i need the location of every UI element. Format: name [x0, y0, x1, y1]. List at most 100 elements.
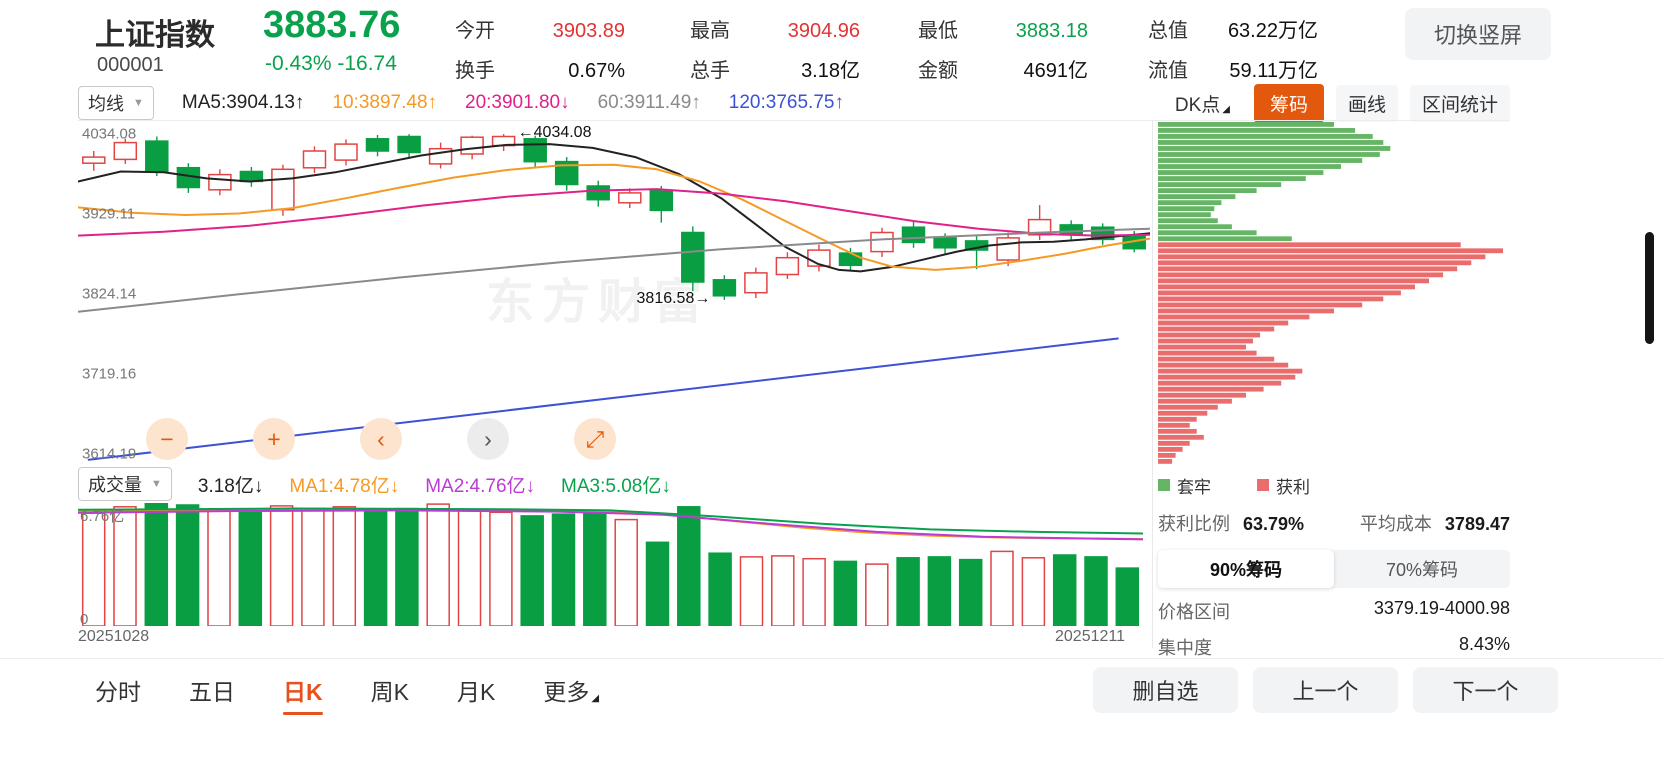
- stat-open: 今开 3903.89: [455, 14, 625, 43]
- stat-label: 流值: [1148, 60, 1188, 82]
- index-title: 上证指数: [95, 19, 215, 52]
- chart-tools: DK点 ◢ 筹码 画线 区间统计: [1163, 83, 1510, 123]
- ma-toolbar: 均线 ▼ MA5:3904.13↑ 10:3897.48↑ 20:3901.80…: [78, 86, 844, 120]
- price-annotation: ←4034.08: [517, 124, 592, 142]
- price-change: -0.43% -16.74: [265, 52, 397, 75]
- stat-label: 总手: [690, 60, 730, 82]
- ma60-value: 60:3911.49↑: [597, 92, 701, 113]
- volume-chart[interactable]: 6.76亿 0: [78, 503, 1143, 628]
- price-range-label: 价格区间: [1158, 602, 1230, 622]
- panel-divider: [1152, 121, 1153, 648]
- volume-selector-dropdown[interactable]: 成交量 ▼: [78, 467, 172, 501]
- index-code: 000001: [97, 54, 164, 76]
- previous-stock-button[interactable]: 上一个: [1253, 667, 1398, 713]
- zoom-out-button[interactable]: −: [146, 418, 188, 460]
- current-price: 3883.76: [263, 4, 401, 46]
- volume-ma2: MA2:4.76亿↓: [425, 475, 536, 497]
- tab-90-percent-chips[interactable]: 90%筹码: [1158, 550, 1334, 588]
- stat-value: 3883.18: [1015, 20, 1088, 42]
- chip-legend: 套牢 获利: [1158, 472, 1510, 498]
- stat-amount: 金额 4691亿: [918, 54, 1088, 83]
- stat-value: 4691亿: [1023, 60, 1089, 82]
- legend-trapped-label: 套牢: [1177, 477, 1211, 497]
- volume-axis-max: 6.76亿: [80, 508, 125, 525]
- zoom-in-button[interactable]: +: [253, 418, 295, 460]
- stat-total-lots: 总手 3.18亿: [690, 54, 860, 83]
- avg-cost-label: 平均成本: [1359, 514, 1432, 534]
- price-range-value: 3379.19-4000.98: [1373, 598, 1510, 618]
- legend-trapped: 套牢: [1158, 473, 1211, 498]
- stat-low: 最低 3883.18: [918, 14, 1088, 43]
- stat-value: 3904.96: [787, 20, 860, 42]
- legend-profit: 获利: [1257, 473, 1310, 498]
- tab-five-day[interactable]: 五日: [189, 679, 235, 705]
- price-axis-label: 3929.11: [82, 205, 136, 223]
- chip-info-panel: 套牢 获利 获利比例 63.79% 平均成本 3789.47 90%筹码 70%…: [1158, 472, 1510, 660]
- stat-column-1: 今开 3903.89 换手 0.67%: [455, 14, 625, 83]
- stat-column-2: 最高 3904.96 总手 3.18亿: [690, 14, 860, 83]
- volume-selector-label: 成交量: [88, 475, 142, 495]
- volume-value: 3.18亿↓: [197, 475, 264, 497]
- chart-top-divider: [78, 120, 1510, 121]
- volume-ma3: MA3:5.08亿↓: [561, 475, 671, 497]
- stat-label: 今开: [455, 20, 495, 42]
- volume-ma1: MA1:4.78亿↓: [289, 475, 400, 497]
- remove-watchlist-button[interactable]: 删自选: [1093, 667, 1238, 713]
- chip-distribution-button[interactable]: 筹码: [1253, 83, 1324, 123]
- ma10-value: 10:3897.48↑: [332, 92, 438, 113]
- shrink-button[interactable]: ⤢: [574, 418, 616, 460]
- switch-portrait-button[interactable]: 切换竖屏: [1405, 8, 1551, 60]
- ma20-value: 20:3901.80↓: [465, 92, 570, 113]
- range-stats-button[interactable]: 区间统计: [1409, 84, 1510, 122]
- pan-left-button[interactable]: ‹: [360, 418, 402, 460]
- red-square-icon: [1257, 479, 1269, 491]
- stat-float-cap: 流值 59.11万亿: [1148, 54, 1318, 83]
- watermark: 东方财富: [486, 276, 711, 329]
- stat-label: 总值: [1148, 20, 1188, 42]
- corner-triangle-icon: ◢: [591, 693, 600, 704]
- tab-intraday[interactable]: 分时: [95, 679, 141, 705]
- stat-total-cap: 总值 63.22万亿: [1148, 14, 1318, 43]
- chip-stats-row: 获利比例 63.79% 平均成本 3789.47: [1158, 510, 1510, 536]
- stat-value: 3.18亿: [801, 60, 860, 82]
- price-annotation: 3816.58→: [636, 289, 711, 307]
- caret-down-icon: ▼: [151, 478, 162, 490]
- stat-turnover: 换手 0.67%: [455, 54, 625, 83]
- tab-monthly-k[interactable]: 月K: [456, 679, 496, 705]
- ma5-value: MA5:3904.13↑: [181, 92, 305, 113]
- ma-selector-label: 均线: [88, 94, 124, 114]
- volume-svg: [78, 503, 1143, 626]
- next-stock-button[interactable]: 下一个: [1413, 667, 1558, 713]
- draw-line-button[interactable]: 画线: [1335, 84, 1398, 122]
- dk-point-button[interactable]: DK点 ◢: [1163, 85, 1242, 122]
- bottom-bar: 分时 五日 日K 周K 月K 更多 ◢ 删自选 上一个 下一个: [0, 658, 1663, 768]
- profit-ratio-label: 获利比例: [1158, 514, 1230, 534]
- legend-profit-label: 获利: [1276, 477, 1310, 497]
- candlestick-svg: [78, 134, 1150, 461]
- profit-ratio-value: 63.79%: [1243, 514, 1305, 534]
- stat-high: 最高 3904.96: [690, 14, 860, 43]
- dk-point-label: DK点: [1174, 94, 1221, 116]
- corner-triangle-icon: ◢: [1222, 103, 1230, 115]
- ma-selector-dropdown[interactable]: 均线 ▼: [78, 86, 154, 120]
- price-axis-label: 3614.19: [82, 445, 137, 463]
- tab-weekly-k[interactable]: 周K: [370, 679, 409, 705]
- footer-buttons: 删自选 上一个 下一个: [1093, 667, 1558, 713]
- stat-value: 59.11万亿: [1229, 60, 1318, 82]
- caret-down-icon: ▼: [133, 97, 144, 109]
- stat-column-4: 总值 63.22万亿 流值 59.11万亿: [1148, 14, 1318, 83]
- candlestick-chart[interactable]: 东方财富 − + ‹ › ⤢ 4034.08 3929.11 3824.14 3719…: [78, 122, 1150, 465]
- volume-axis-zero: 0: [80, 611, 89, 628]
- stat-value: 63.22万亿: [1227, 20, 1318, 42]
- tab-more[interactable]: 更多 ◢: [543, 673, 599, 707]
- pan-right-button[interactable]: ›: [467, 418, 509, 460]
- x-axis-end-date: 20251211: [1055, 628, 1125, 645]
- tab-70-percent-chips[interactable]: 70%筹码: [1385, 560, 1459, 580]
- chip-distribution-chart: [1158, 122, 1510, 465]
- stat-label: 最低: [918, 20, 958, 42]
- tab-daily-k[interactable]: 日K: [283, 673, 323, 715]
- stat-value: 0.67%: [568, 60, 625, 82]
- scrollbar-thumb[interactable]: [1645, 232, 1654, 344]
- price-axis-label: 3824.14: [82, 285, 137, 303]
